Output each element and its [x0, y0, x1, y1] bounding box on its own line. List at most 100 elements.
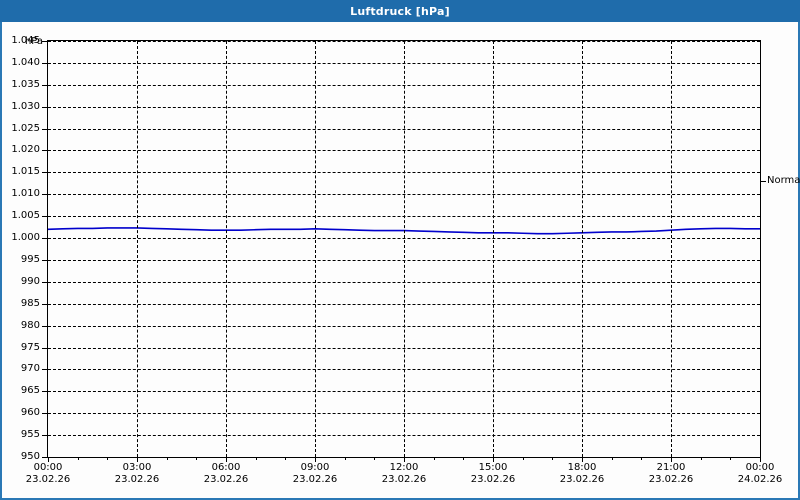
x-axis-time-label: 06:00: [211, 462, 241, 473]
x-axis-minor-tick: [730, 457, 732, 460]
y-axis-tick-label: 1.025: [11, 122, 40, 134]
x-axis-time-label: 18:00: [567, 462, 597, 473]
x-axis-tick-label-group: 12:00 23.02.26: [369, 462, 439, 486]
x-axis-time-label: 12:00: [389, 462, 419, 473]
x-axis-minor-tick: [344, 457, 346, 460]
x-axis-tick: [48, 457, 49, 462]
y-axis-tick: [42, 413, 47, 415]
y-axis-tick: [42, 84, 47, 86]
y-axis-tick-label: 1.045: [11, 35, 40, 46]
window-title: Luftdruck [hPa]: [350, 4, 450, 18]
y-axis-tick-label: 955: [20, 429, 40, 441]
gridline-vertical: [582, 41, 583, 457]
y-axis-tick: [42, 106, 47, 108]
x-axis-tick: [671, 457, 672, 462]
y-axis-tick: [42, 128, 47, 130]
y-axis-tick: [42, 259, 47, 261]
x-axis-minor-tick: [611, 457, 613, 460]
x-axis-date-label: 23.02.26: [203, 474, 249, 485]
x-axis-tick-label-group: 21:00 23.02.26: [636, 462, 706, 486]
x-axis-tick: [137, 457, 138, 462]
x-axis-time-label: 00:00: [33, 462, 63, 473]
y-axis-tick: [42, 281, 47, 283]
y-axis-tick: [42, 457, 47, 458]
x-axis-minor-tick: [522, 457, 524, 460]
y-axis-tick-label: 1.005: [11, 210, 40, 222]
x-axis-minor-tick: [255, 457, 257, 460]
x-axis-minor-tick: [166, 457, 168, 460]
gridline-vertical: [137, 41, 138, 457]
gridline-vertical: [671, 41, 672, 457]
x-axis-tick: [760, 457, 761, 462]
y-axis-tick-label: 1.040: [11, 56, 40, 68]
y-axis-tick-label: 995: [20, 253, 40, 265]
y-axis-tick-label: 1.020: [11, 144, 40, 156]
window-title-bar: Luftdruck [hPa]: [0, 0, 800, 22]
normal-reference-label: Normal: [767, 175, 800, 187]
x-axis-minor-tick: [433, 457, 435, 460]
x-axis-date-label: 24.02.26: [737, 474, 783, 485]
x-axis-date-label: 23.02.26: [648, 474, 694, 485]
x-axis-minor-tick: [700, 457, 702, 460]
x-axis-tick: [582, 457, 583, 462]
y-axis-tick: [42, 216, 47, 218]
x-axis-tick-label-group: 06:00 23.02.26: [191, 462, 261, 486]
chart-frame: hPa 1.045 1.040 1.035 1.030 1.025 1.020 1.015 1…: [0, 22, 800, 500]
x-axis-time-label: 09:00: [300, 462, 330, 473]
x-axis-minor-tick: [285, 457, 287, 460]
y-axis-tick-label: 1.000: [11, 232, 40, 244]
y-axis-tick-label: 1.010: [11, 188, 40, 200]
y-axis-tick-label: 965: [20, 385, 40, 397]
plot-area: [47, 40, 761, 458]
x-axis-tick-label-group: 00:00 23.02.26: [13, 462, 83, 486]
y-axis-tick-label: 1.030: [11, 100, 40, 112]
x-axis-tick-label-group: 09:00 23.02.26: [280, 462, 350, 486]
x-axis-time-label: 15:00: [478, 462, 508, 473]
x-axis-date-label: 23.02.26: [559, 474, 605, 485]
x-axis-tick: [493, 457, 494, 462]
x-axis-time-label: 21:00: [656, 462, 686, 473]
y-axis-tick: [42, 347, 47, 349]
x-axis-minor-tick: [641, 457, 643, 460]
y-axis-tick-label: 975: [20, 341, 40, 353]
y-axis-tick: [42, 172, 47, 174]
x-axis-minor-tick: [77, 457, 79, 460]
x-axis-minor-tick: [552, 457, 554, 460]
y-axis-tick: [42, 369, 47, 371]
y-axis-tick: [42, 435, 47, 437]
y-axis-unit-label: hPa: [24, 36, 43, 47]
y-axis-tick: [42, 194, 47, 196]
x-axis-date-label: 23.02.26: [292, 474, 338, 485]
gridline-vertical: [315, 41, 316, 457]
x-axis-minor-tick: [107, 457, 109, 460]
x-axis-date-label: 23.02.26: [381, 474, 427, 485]
x-axis-tick-label-group: 15:00 23.02.26: [458, 462, 528, 486]
y-axis-tick-label: 1.015: [11, 166, 40, 178]
gridline-vertical: [404, 41, 405, 457]
y-axis-tick: [42, 325, 47, 327]
y-axis-tick-label: 990: [20, 275, 40, 287]
x-axis-tick-label-group: 18:00 23.02.26: [547, 462, 617, 486]
x-axis-time-label: 03:00: [122, 462, 152, 473]
y-axis-tick: [42, 391, 47, 393]
x-axis-minor-tick: [463, 457, 465, 460]
x-axis-tick-label-group: 03:00 23.02.26: [102, 462, 172, 486]
y-axis-tick-label: 960: [20, 407, 40, 419]
x-axis-tick: [404, 457, 405, 462]
x-axis-tick: [226, 457, 227, 462]
normal-reference-tick: [760, 181, 766, 183]
x-axis-tick-label-group: 00:00 24.02.26: [725, 462, 795, 486]
gridline-vertical: [226, 41, 227, 457]
y-axis-tick-label: 985: [20, 297, 40, 309]
y-axis-tick: [42, 62, 47, 64]
y-axis-tick-label: 1.035: [11, 78, 40, 90]
x-axis-minor-tick: [196, 457, 198, 460]
x-axis-tick: [315, 457, 316, 462]
y-axis-tick: [42, 303, 47, 305]
x-axis-date-label: 23.02.26: [470, 474, 516, 485]
x-axis-date-label: 23.02.26: [25, 474, 71, 485]
y-axis-tick: [42, 238, 47, 240]
y-axis-tick-label: 950: [20, 451, 40, 462]
y-axis-tick: [42, 41, 47, 42]
